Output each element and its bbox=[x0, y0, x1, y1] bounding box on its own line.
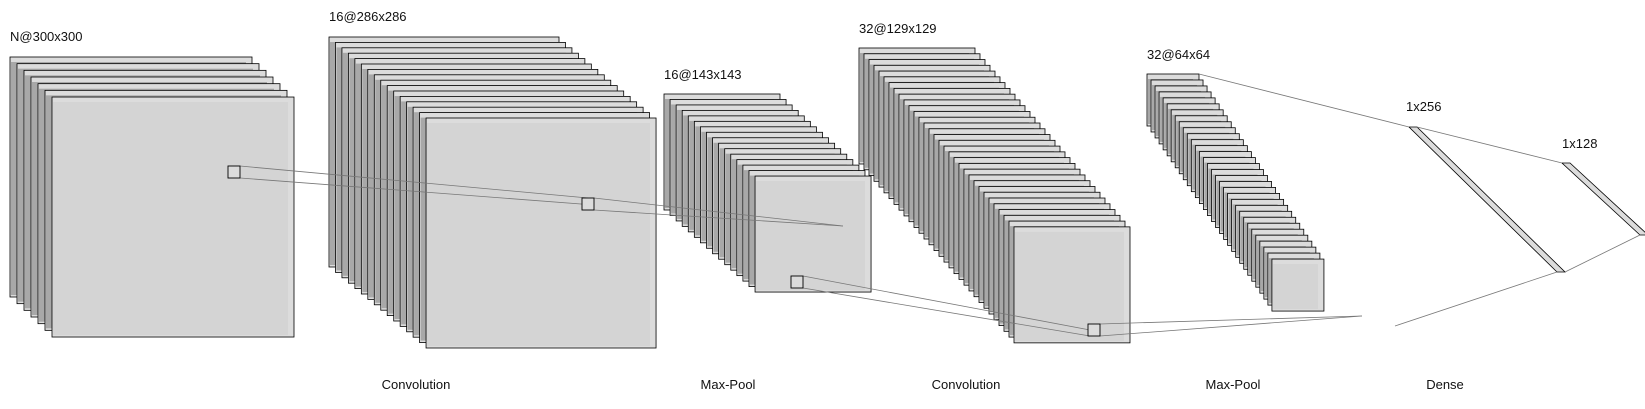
connector-line bbox=[1416, 126, 1563, 164]
feature-map-stack-input bbox=[9, 56, 295, 338]
layer-label-dense1: 1x256 bbox=[1406, 99, 1441, 114]
operation-labels: Convolution Max-Pool Convolution Max-Poo… bbox=[382, 377, 1464, 392]
kernel-box-input bbox=[227, 165, 241, 179]
operation-label-max-pool-1: Max-Pool bbox=[701, 377, 756, 392]
operation-label-convolution-2: Convolution bbox=[932, 377, 1001, 392]
operation-label-dense: Dense bbox=[1426, 377, 1464, 392]
feature-map-stack-pool2 bbox=[1146, 73, 1325, 312]
feature-map-stack-conv2 bbox=[858, 47, 1131, 344]
operation-label-max-pool-2: Max-Pool bbox=[1206, 377, 1261, 392]
layer-label-dense2: 1x128 bbox=[1562, 136, 1597, 151]
kernel-box-pool1 bbox=[790, 275, 804, 289]
feature-map-face bbox=[1272, 264, 1318, 310]
connector-line bbox=[802, 275, 1091, 331]
feature-map-front bbox=[51, 96, 295, 338]
feature-map-face bbox=[1015, 231, 1124, 341]
kernel-box-conv1 bbox=[581, 197, 595, 211]
feature-map-stack-conv1 bbox=[328, 36, 657, 349]
feature-map-front bbox=[754, 175, 872, 293]
connector-line bbox=[239, 177, 595, 206]
connector-line bbox=[1198, 73, 1410, 128]
layer-label-pool1: 16@143x143 bbox=[664, 67, 742, 82]
feature-map-face bbox=[427, 123, 651, 346]
layer-label-conv2: 32@129x129 bbox=[859, 21, 937, 36]
feature-map-front bbox=[425, 117, 657, 349]
operation-label-convolution-1: Convolution bbox=[382, 377, 451, 392]
feature-map-stacks bbox=[9, 36, 1325, 349]
dense-layer-dense2 bbox=[1560, 162, 1645, 236]
connector-line bbox=[1099, 315, 1363, 325]
feature-map-face bbox=[756, 181, 866, 291]
feature-map-front bbox=[1271, 258, 1325, 312]
kernel-box-conv2 bbox=[1087, 323, 1101, 337]
dense-layer-dense1 bbox=[1408, 126, 1566, 273]
connector-line bbox=[1564, 234, 1641, 273]
kernel-boxes bbox=[227, 165, 1101, 337]
layer-label-input: N@300x300 bbox=[10, 29, 82, 44]
feature-map-face bbox=[53, 102, 288, 336]
connector-line bbox=[802, 287, 1091, 337]
connector-lines bbox=[239, 73, 1641, 337]
layer-label-pool2: 32@64x64 bbox=[1147, 47, 1210, 62]
feature-map-front bbox=[1013, 226, 1131, 344]
feature-map-stack-pool1 bbox=[663, 93, 872, 293]
layer-labels: N@300x300 16@286x286 16@143x143 32@129x1… bbox=[10, 9, 1597, 151]
connector-line bbox=[593, 209, 844, 227]
connector-line bbox=[593, 197, 844, 227]
connector-line bbox=[1099, 315, 1363, 337]
layer-label-conv1: 16@286x286 bbox=[329, 9, 407, 24]
connector-line bbox=[1394, 271, 1558, 327]
connector-line bbox=[239, 165, 589, 199]
